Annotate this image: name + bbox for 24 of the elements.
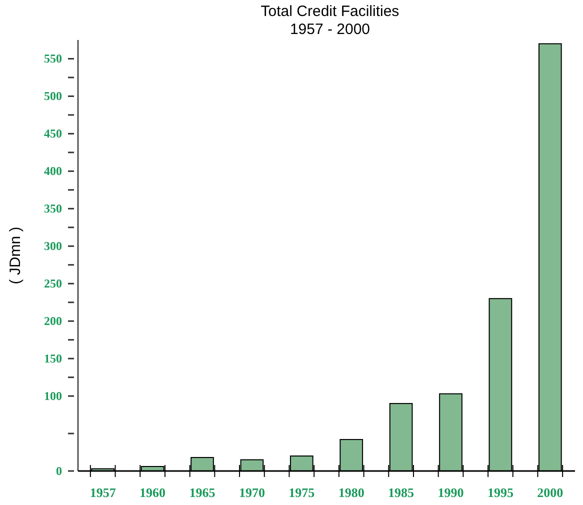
y-tick-label: 0 [56,464,62,478]
x-tick-label: 1985 [388,485,415,500]
x-tick-label: 1970 [238,485,265,500]
x-tick-label: 1995 [487,485,514,500]
x-tick-label: 1960 [140,485,166,500]
y-tick-label: 200 [44,314,62,328]
x-tick-label: 2000 [537,485,564,500]
y-tick-label: 450 [44,126,62,141]
y-tick-label: 300 [44,239,62,254]
y-tick-label: 150 [44,352,62,366]
y-tick-label: 500 [44,89,62,104]
y-tick-label: 400 [44,164,62,178]
y-tick-label: 350 [44,202,62,216]
x-tick-label: 1980 [338,485,364,500]
x-tick-label: 1975 [288,485,316,500]
y-axis-title: ( JDmn ) [7,226,24,284]
y-tick-label: 100 [44,389,62,404]
y-tick-label: 250 [44,276,62,291]
chart-title: Total Credit Facilities [260,3,400,20]
y-tick-label: 550 [44,52,62,66]
x-tick-label: 1990 [438,485,464,500]
chart-subtitle: 1957 - 2000 [290,21,370,38]
x-tick-label: 1965 [189,485,216,500]
x-tick-label: 1957 [90,485,116,500]
